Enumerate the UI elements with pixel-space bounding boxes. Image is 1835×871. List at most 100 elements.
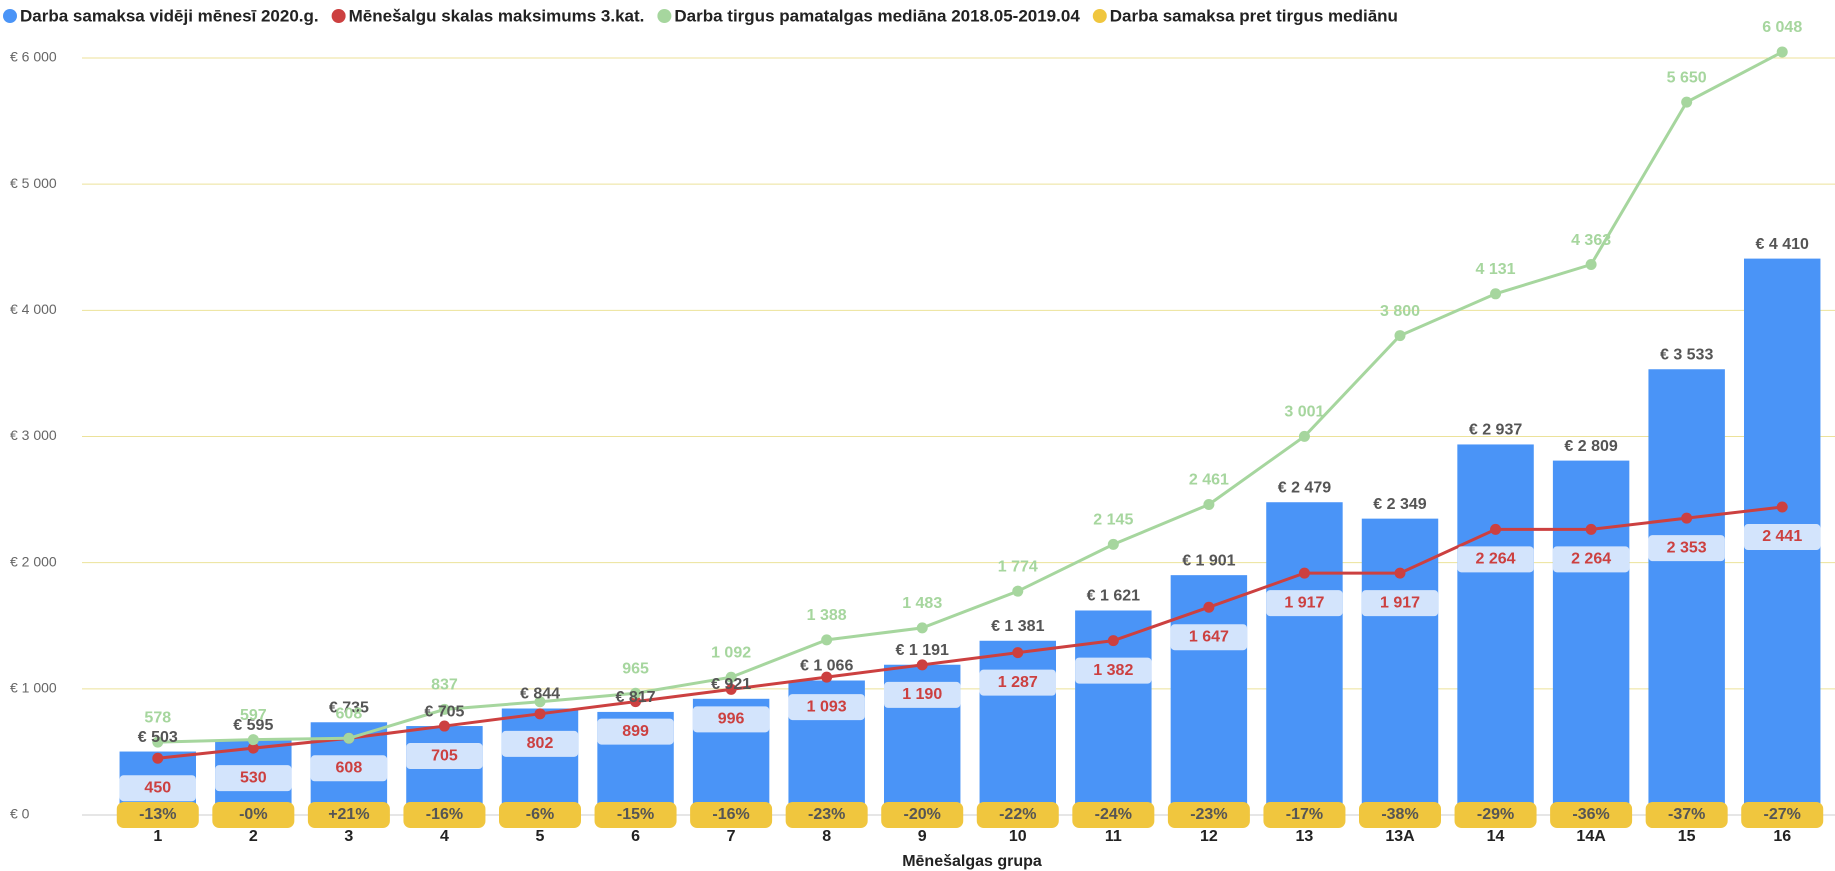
value-label-box — [979, 669, 1056, 696]
value-label-box — [788, 694, 865, 721]
legend-label: Darba samaksa vidēji mēnesī 2020.g. — [20, 6, 319, 25]
bar — [501, 708, 579, 815]
badge-label: -38% — [1381, 806, 1418, 823]
bar-value-label: € 2 809 — [1564, 438, 1617, 455]
y-tick-label: € 1 000 — [10, 680, 57, 696]
badge — [116, 802, 199, 828]
line-point — [1012, 647, 1024, 659]
x-tick-label: 12 — [1200, 828, 1218, 845]
line-point — [1681, 512, 1693, 524]
line-value-label: 1 093 — [807, 698, 847, 715]
x-tick-label: 7 — [727, 828, 736, 845]
line-value-label: 1 190 — [902, 686, 942, 703]
y-tick-label: € 5 000 — [10, 175, 57, 191]
bar — [1457, 444, 1534, 815]
legend-marker — [657, 9, 672, 23]
bar — [1266, 502, 1343, 815]
y-tick-label: € 3 000 — [10, 427, 57, 443]
line-point — [152, 752, 164, 764]
badge-label: -23% — [808, 806, 845, 823]
badge-label: -6% — [526, 806, 554, 823]
x-tick-label: 13A — [1385, 828, 1415, 845]
lines — [152, 46, 1788, 764]
grid — [82, 57, 1835, 816]
bar — [1648, 369, 1725, 815]
bar-value-label: € 735 — [329, 699, 369, 716]
bar-value-label: € 1 901 — [1182, 552, 1235, 569]
line-value-label: 965 — [622, 660, 649, 677]
badge — [212, 802, 295, 828]
line-point — [1298, 567, 1310, 579]
line-value-label: 450 — [144, 779, 171, 796]
line-point — [1585, 259, 1597, 271]
line-value-label: 1 774 — [998, 558, 1038, 575]
line-point — [1681, 96, 1693, 108]
badge-label: -0% — [239, 806, 267, 823]
x-axis-title: Mēnešalgas grupa — [902, 853, 1042, 870]
line-point — [247, 742, 259, 754]
badge — [785, 802, 868, 828]
line-value-label: 2 461 — [1189, 472, 1229, 489]
line-point — [630, 687, 642, 699]
bar — [979, 640, 1056, 815]
line-point — [916, 622, 928, 634]
line-value-label: 597 — [240, 707, 267, 724]
bar-value-label: € 2 937 — [1469, 422, 1522, 439]
line-value-label: 6 048 — [1762, 19, 1802, 36]
line-value-label: 2 353 — [1667, 539, 1707, 556]
badge-label: -20% — [904, 806, 941, 823]
line-point — [1203, 499, 1215, 511]
bar-value-label: € 921 — [711, 676, 751, 693]
x-tick-label: 6 — [631, 828, 640, 845]
line-point — [438, 720, 450, 732]
badge-label: -17% — [1286, 806, 1323, 823]
badge-label: -15% — [617, 806, 654, 823]
badge-label: -16% — [712, 806, 749, 823]
y-tick-label: € 0 — [10, 806, 30, 822]
bar-value-label: € 817 — [616, 689, 656, 706]
value-label-box — [1361, 590, 1439, 617]
badge-label: -29% — [1477, 806, 1514, 823]
line-value-label: 2 264 — [1476, 551, 1516, 568]
line-value-label: 2 441 — [1762, 528, 1802, 545]
line-point — [534, 696, 546, 708]
value-label-box — [1170, 624, 1248, 651]
line-value-label: 802 — [527, 735, 554, 752]
line-point — [725, 671, 737, 683]
badge-label: +21% — [328, 806, 369, 823]
badge — [1550, 802, 1633, 828]
line-value-label: 1 287 — [998, 674, 1038, 691]
badge-label: -27% — [1764, 806, 1801, 823]
line-value-label: 608 — [336, 760, 363, 777]
bar-value-label: € 4 410 — [1756, 236, 1809, 253]
value-label-box — [597, 718, 674, 745]
badge — [403, 802, 486, 828]
x-tick-label: 16 — [1773, 828, 1791, 845]
line-value-label: 1 917 — [1380, 594, 1420, 611]
line-value-label: 899 — [622, 723, 649, 740]
badge — [690, 802, 773, 828]
badge — [1072, 802, 1155, 828]
bar-value-label: € 503 — [138, 729, 178, 746]
legend-label: Mēnešalgu skalas maksimums 3.kat. — [349, 6, 645, 25]
badge — [1359, 802, 1441, 828]
bar-value-label: € 595 — [233, 717, 273, 734]
value-label-box — [119, 775, 196, 802]
line-value-label: 3 800 — [1380, 303, 1420, 320]
line — [157, 505, 1783, 760]
line-value-label: 5 650 — [1667, 69, 1707, 86]
x-tick-label: 14A — [1576, 828, 1606, 845]
line-value-label: 1 917 — [1284, 594, 1324, 611]
value-label-box — [1744, 524, 1821, 551]
badge — [594, 802, 677, 828]
line-point — [916, 659, 928, 671]
bar-value-label: € 2 479 — [1278, 479, 1331, 496]
line-point — [1107, 538, 1119, 550]
bar-value-label: € 705 — [424, 703, 464, 720]
x-tick-label: 10 — [1009, 828, 1027, 845]
badge — [1741, 802, 1824, 828]
line-value-label: 705 — [431, 747, 458, 764]
line-point — [343, 732, 355, 744]
value-label-box — [884, 681, 961, 708]
legend-marker — [1092, 9, 1107, 23]
